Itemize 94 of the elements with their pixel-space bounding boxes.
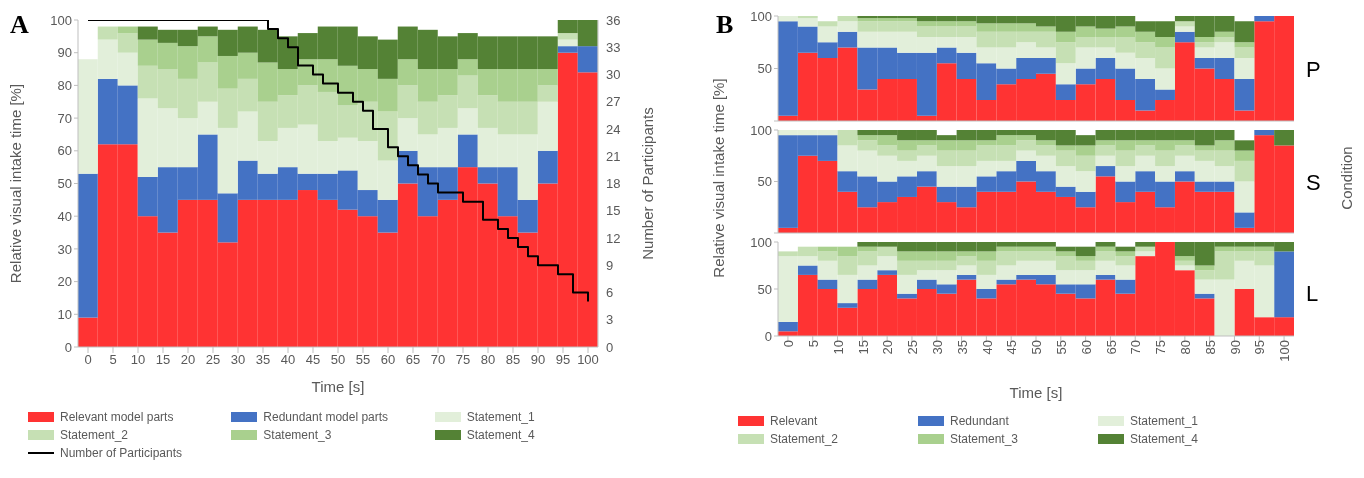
y2-tick-label: 18	[606, 176, 621, 192]
y-tick-label: 40	[57, 208, 72, 224]
x-tick-label: 45	[1004, 340, 1020, 355]
x-tick-label: 10	[130, 352, 146, 368]
legend-label: Statement_2	[60, 428, 129, 442]
x-tick-label: 0	[84, 352, 92, 368]
y2-tick-label: 3	[606, 312, 614, 328]
legend-label: Redundant model parts	[263, 410, 389, 424]
x-tick-label: 90	[530, 352, 546, 368]
y-tick-label: 50	[57, 176, 72, 192]
y-axis-title: Relative visual intake time [%]	[709, 78, 727, 278]
y-tick-label: 50	[757, 61, 772, 77]
x-tick-label: 15	[855, 340, 871, 355]
x-tick-label: 50	[330, 352, 346, 368]
x-axis-title: Time [s]	[1009, 384, 1063, 401]
x-tick-label: 35	[954, 340, 970, 355]
x-tick-label: 100	[1277, 340, 1293, 362]
y-tick-label: 90	[57, 45, 72, 61]
x-tick-label: 0	[781, 340, 797, 348]
legend-label: Statement_2	[770, 432, 839, 446]
x-axis-title: Time [s]	[311, 378, 365, 395]
x-tick-label: 55	[355, 352, 371, 368]
x-tick-label: 75	[1153, 340, 1169, 355]
legend-label: Statement_4	[1130, 432, 1199, 446]
y-tick-label: 30	[57, 241, 72, 257]
y2-tick-label: 33	[606, 39, 621, 55]
x-tick-label: 30	[230, 352, 246, 368]
text: Condition	[1337, 146, 1355, 210]
x-tick-label: 65	[1103, 340, 1119, 355]
legend-label: Statement_3	[950, 432, 1019, 446]
legend-label: Relevant model parts	[60, 410, 174, 424]
x-tick-label: 15	[155, 352, 171, 368]
y-tick-label: 60	[57, 143, 72, 159]
y-tick-label: 100	[50, 12, 72, 28]
legend-label: Statement_4	[466, 428, 535, 442]
text: L	[1306, 281, 1319, 307]
x-tick-label: 50	[1029, 340, 1045, 355]
x-tick-label: 70	[1128, 340, 1144, 355]
x-tick-label: 85	[1202, 340, 1218, 355]
x-tick-label: 60	[1078, 340, 1094, 355]
y-tick-label: 20	[57, 274, 72, 290]
x-tick-label: 80	[480, 352, 496, 368]
x-tick-label: 95	[1252, 340, 1268, 355]
x-tick-label: 75	[455, 352, 471, 368]
y-tick-label: 100	[750, 122, 772, 138]
y2-tick-label: 30	[606, 67, 621, 83]
y-axis-title: Relative visual intake time [%]	[7, 83, 25, 284]
x-tick-label: 30	[930, 340, 945, 355]
x-tick-label: 55	[1054, 340, 1070, 355]
y2-tick-label: 6	[606, 285, 614, 301]
y2-tick-label: 21	[606, 148, 621, 164]
y-tick-label: 70	[57, 110, 72, 126]
y2-tick-label: 15	[606, 203, 621, 219]
legend-label: Redundant	[950, 414, 1009, 428]
y2-tick-label: 24	[606, 121, 621, 137]
x-tick-label: 20	[880, 340, 896, 355]
y-tick-label: 10	[57, 306, 72, 322]
y-tick-label: 50	[757, 281, 772, 297]
x-tick-label: 5	[109, 352, 117, 368]
y2-tick-label: 36	[606, 12, 621, 28]
x-tick-label: 20	[180, 352, 196, 368]
x-tick-label: 35	[255, 352, 271, 368]
x-tick-label: 85	[505, 352, 521, 368]
text: S	[1306, 170, 1321, 196]
x-tick-label: 25	[205, 352, 221, 368]
x-tick-label: 80	[1178, 340, 1194, 355]
legend-label: Statement_1	[466, 410, 535, 424]
x-tick-label: 45	[305, 352, 321, 368]
x-tick-label: 5	[805, 340, 821, 348]
x-tick-label: 95	[555, 352, 571, 368]
y-tick-label: 100	[750, 8, 772, 24]
chart-title: A	[10, 10, 29, 40]
legend-label: Number of Participants	[60, 446, 183, 460]
chart-title: B	[716, 10, 734, 40]
x-tick-label: 10	[830, 340, 846, 355]
x-tick-label: 70	[430, 352, 446, 368]
legend-label: Relevant	[770, 414, 818, 428]
x-tick-label: 40	[280, 352, 296, 368]
y2-tick-label: 27	[606, 94, 621, 110]
legend-label: Statement_3	[263, 428, 332, 442]
text: P	[1306, 57, 1321, 83]
x-tick-label: 40	[979, 340, 995, 355]
legend-label: Statement_1	[1130, 414, 1199, 428]
x-tick-label: 100	[577, 352, 599, 368]
x-tick-label: 65	[405, 352, 421, 368]
y-tick-label: 50	[757, 174, 772, 190]
x-tick-label: 90	[1227, 340, 1243, 355]
x-tick-label: 25	[905, 340, 921, 355]
x-tick-label: 60	[380, 352, 396, 368]
y-tick-label: 100	[750, 234, 772, 250]
y-tick-label: 80	[57, 78, 72, 94]
y2-tick-label: 12	[606, 230, 621, 246]
y2-tick-label: 9	[606, 257, 614, 273]
y2-axis-title: Number of Participants	[639, 107, 657, 260]
